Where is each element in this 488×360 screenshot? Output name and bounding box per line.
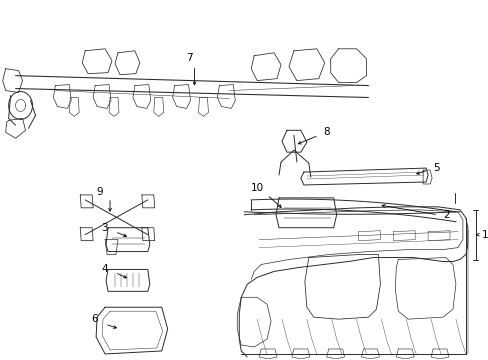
Text: 6: 6 — [91, 314, 98, 324]
Text: 5: 5 — [432, 163, 439, 173]
Text: 3: 3 — [101, 223, 108, 233]
Text: 10: 10 — [250, 183, 263, 193]
Text: 9: 9 — [97, 187, 103, 197]
Text: 2: 2 — [442, 210, 449, 220]
Text: 1: 1 — [481, 230, 488, 240]
Text: 4: 4 — [101, 265, 108, 274]
Text: 7: 7 — [186, 53, 192, 63]
Text: 8: 8 — [323, 127, 330, 137]
